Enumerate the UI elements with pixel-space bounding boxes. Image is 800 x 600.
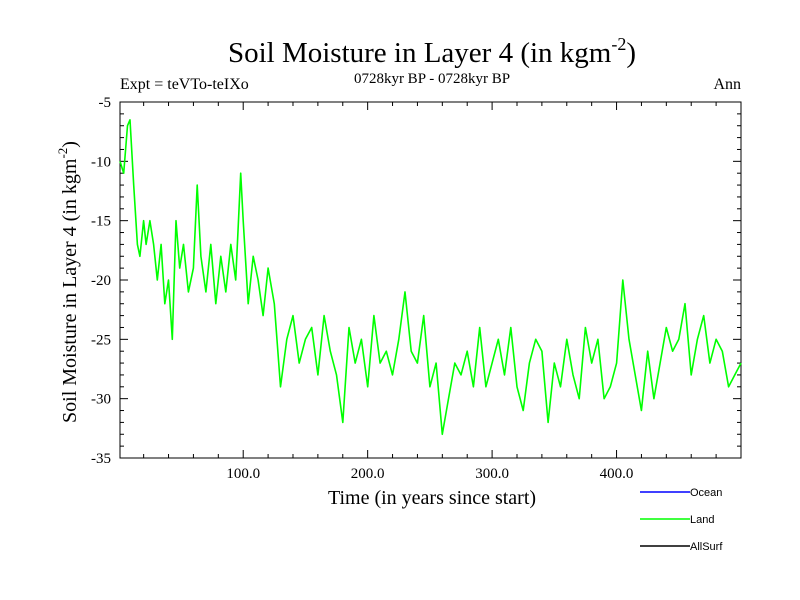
x-tick-labels: 100.0 200.0 300.0 400.0 [226, 466, 633, 482]
axis-ticks [120, 101, 742, 459]
chart-title: Soil Moisture in Layer 4 (in kgm-2) [228, 34, 636, 69]
chart-subtitle: 0728kyr BP - 0728kyr BP [354, 71, 510, 87]
y-axis-label: Soil Moisture in Layer 4 (in kgm-2) [55, 141, 81, 423]
x-tick-label: 400.0 [600, 466, 634, 482]
y-tick-labels: -35 -30 -25 -20 -15 -10 -5 [91, 95, 111, 467]
experiment-label: Expt = teVTo-teIXo [120, 76, 249, 93]
x-tick-label: 100.0 [226, 466, 260, 482]
series-layer [119, 119, 742, 436]
legend-label-land: Land [690, 514, 714, 526]
y-tick-label: -35 [91, 451, 111, 467]
y-tick-label: -15 [91, 214, 111, 230]
x-tick-label: 200.0 [351, 466, 385, 482]
y-tick-label: -30 [91, 392, 111, 408]
y-tick-label: -10 [91, 154, 111, 170]
x-axis-label: Time (in years since start) [328, 487, 536, 509]
x-tick-label: 300.0 [475, 466, 509, 482]
y-tick-label: -25 [91, 332, 111, 348]
y-tick-label: -20 [91, 273, 111, 289]
season-label: Ann [713, 76, 741, 93]
series-line-land [119, 119, 742, 436]
legend-label-allsurf: AllSurf [690, 541, 723, 553]
legend: Ocean Land AllSurf [640, 487, 723, 553]
legend-label-ocean: Ocean [690, 487, 722, 499]
y-tick-label: -5 [99, 95, 112, 111]
